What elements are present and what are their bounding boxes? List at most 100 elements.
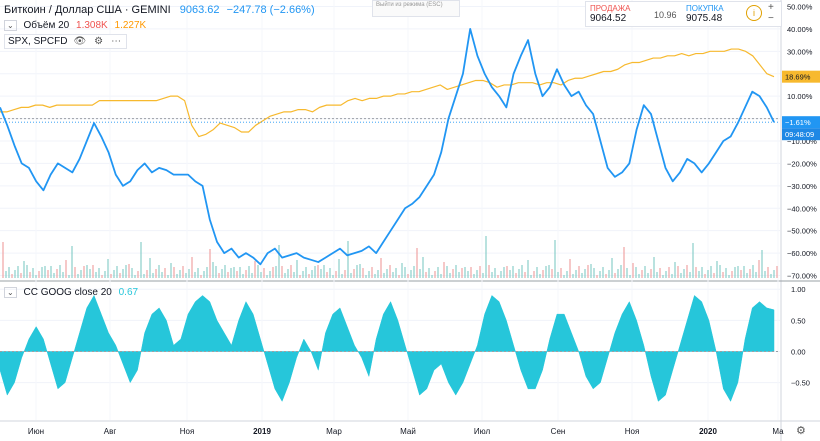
volume-bar	[149, 258, 151, 278]
y-tick-label: 30.00%	[787, 47, 813, 56]
volume-bar	[287, 269, 289, 278]
volume-bar	[572, 274, 574, 278]
volume-bar	[173, 267, 175, 278]
compare-label: SPX, SPCFD	[8, 36, 68, 47]
minus-icon[interactable]: −	[768, 13, 774, 24]
volume-bar	[338, 259, 340, 278]
quantity-stepper[interactable]: + −	[768, 2, 774, 24]
volume-bar	[755, 272, 757, 278]
buy-button[interactable]: ПОКУПКА 9075.48	[686, 4, 724, 24]
exit-mode-hint[interactable]: Выйти из режима (ESC)	[372, 0, 460, 17]
volume-bar	[749, 269, 751, 278]
volume-bar	[650, 269, 652, 278]
volume-bar	[281, 266, 283, 278]
volume-bar	[23, 261, 25, 278]
volume-bar	[764, 271, 766, 278]
volume-bar	[50, 266, 52, 278]
x-tick-label: Сен	[551, 427, 566, 436]
volume-bar	[689, 272, 691, 278]
volume-bar	[323, 265, 325, 278]
volume-bar	[92, 265, 94, 278]
volume-bar	[347, 241, 349, 278]
volume-bar	[377, 270, 379, 278]
volume-bar	[428, 268, 430, 278]
volume-bar	[191, 257, 193, 278]
gear-icon[interactable]: ⚙	[94, 36, 104, 47]
spx-last-value: 18.69%	[785, 73, 811, 82]
volume-bar	[401, 263, 403, 278]
volume-bar	[200, 275, 202, 278]
settings-gear-icon[interactable]: ⚙	[796, 425, 806, 437]
volume-bar	[482, 273, 484, 278]
volume-bar	[626, 268, 628, 278]
volume-bar	[719, 265, 721, 278]
volume-bar	[491, 272, 493, 278]
volume-bar	[275, 266, 277, 278]
x-tick-label: 2020	[699, 427, 717, 436]
volume-bar	[359, 264, 361, 278]
volume-bar	[605, 274, 607, 278]
buy-value: 9075.48	[686, 13, 723, 24]
volume-bar	[521, 265, 523, 278]
volume-label: Объём 20	[23, 20, 70, 31]
symbol-title[interactable]: Биткоин / Доллар США · GEMINI	[4, 4, 171, 16]
chevron-down-icon[interactable]: ⌄	[4, 287, 17, 298]
oscillator-area	[0, 294, 775, 402]
volume-bar	[317, 265, 319, 278]
oscillator-label: CC GOOG close 20	[23, 287, 112, 298]
osc-y-tick-label: 0.00	[791, 348, 806, 357]
volume-value-2: 1.227K	[114, 20, 147, 31]
volume-bar	[83, 266, 85, 278]
volume-bar	[473, 274, 475, 278]
volume-bar	[431, 275, 433, 278]
volume-bar	[518, 269, 520, 278]
volume-bar	[575, 270, 577, 278]
volume-bar	[134, 275, 136, 278]
volume-bar	[53, 273, 55, 278]
volume-bar	[539, 274, 541, 278]
spx-series-line	[0, 48, 775, 138]
sell-button[interactable]: ПРОДАЖА 9064.52	[590, 4, 630, 24]
chevron-down-icon[interactable]: ⌄	[4, 20, 17, 31]
volume-bar	[701, 267, 703, 278]
volume-bar	[80, 270, 82, 278]
volume-bar	[341, 274, 343, 278]
volume-bar	[218, 273, 220, 278]
volume-value-1: 1.308K	[76, 20, 108, 31]
volume-bar	[416, 248, 418, 278]
eye-icon[interactable]: 👁	[73, 36, 87, 47]
y-tick-label: −10.00%	[787, 137, 817, 146]
volume-bar	[203, 271, 205, 278]
more-icon[interactable]: ⋯	[111, 36, 122, 47]
volume-bar	[443, 262, 445, 278]
volume-bar	[290, 265, 292, 278]
volume-bar	[770, 274, 772, 278]
volume-bar	[68, 275, 70, 278]
volume-bar	[302, 271, 304, 278]
symbol-header: Биткоин / Доллар США · GEMINI 9063.62 −2…	[4, 4, 315, 16]
volume-bar	[113, 270, 115, 278]
volume-bar	[326, 272, 328, 278]
volume-bar	[212, 262, 214, 278]
volume-bar	[350, 273, 352, 278]
y-tick-label: 10.00%	[787, 92, 813, 101]
sell-label: ПРОДАЖА	[590, 4, 631, 13]
volume-bar	[686, 265, 688, 278]
volume-bar	[554, 240, 556, 278]
volume-bar	[566, 271, 568, 278]
volume-bar	[164, 268, 166, 278]
info-icon[interactable]: i	[746, 5, 762, 21]
volume-bar	[206, 267, 208, 278]
volume-bar	[230, 268, 232, 278]
volume-bar	[725, 268, 727, 278]
volume-bar	[527, 260, 529, 278]
y-tick-label: −50.00%	[787, 227, 817, 236]
y-tick-label: −30.00%	[787, 182, 817, 191]
volume-bar	[731, 271, 733, 278]
volume-bar	[596, 275, 598, 278]
btc-last-value: −1.61%	[785, 118, 811, 127]
volume-bar	[239, 267, 241, 278]
volume-bar	[632, 263, 634, 278]
plus-icon[interactable]: +	[768, 2, 774, 13]
